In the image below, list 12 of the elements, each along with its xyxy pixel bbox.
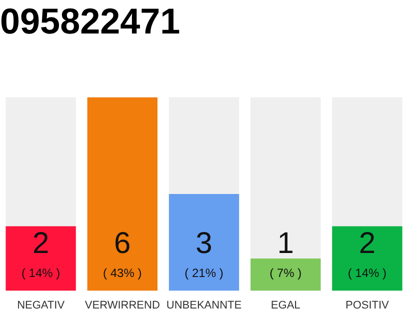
data-label: 6 ( 43% ) xyxy=(103,227,142,280)
data-label: 2 ( 14% ) xyxy=(348,227,387,280)
data-label: 3 ( 21% ) xyxy=(184,227,224,280)
data-label: 2 ( 14% ) xyxy=(21,227,60,280)
x-tick-label: POSITIV xyxy=(345,299,390,312)
x-tick-label: VERWIRREND xyxy=(84,299,160,312)
chart-title: 095822471 xyxy=(0,0,180,42)
bar xyxy=(250,258,321,291)
data-label: 1 ( 7% ) xyxy=(270,227,302,280)
x-tick-label: UNBEKANNTE xyxy=(166,299,242,312)
x-tick-label: EGAL xyxy=(270,299,300,312)
x-tick-label: NEGATIV xyxy=(17,299,66,312)
